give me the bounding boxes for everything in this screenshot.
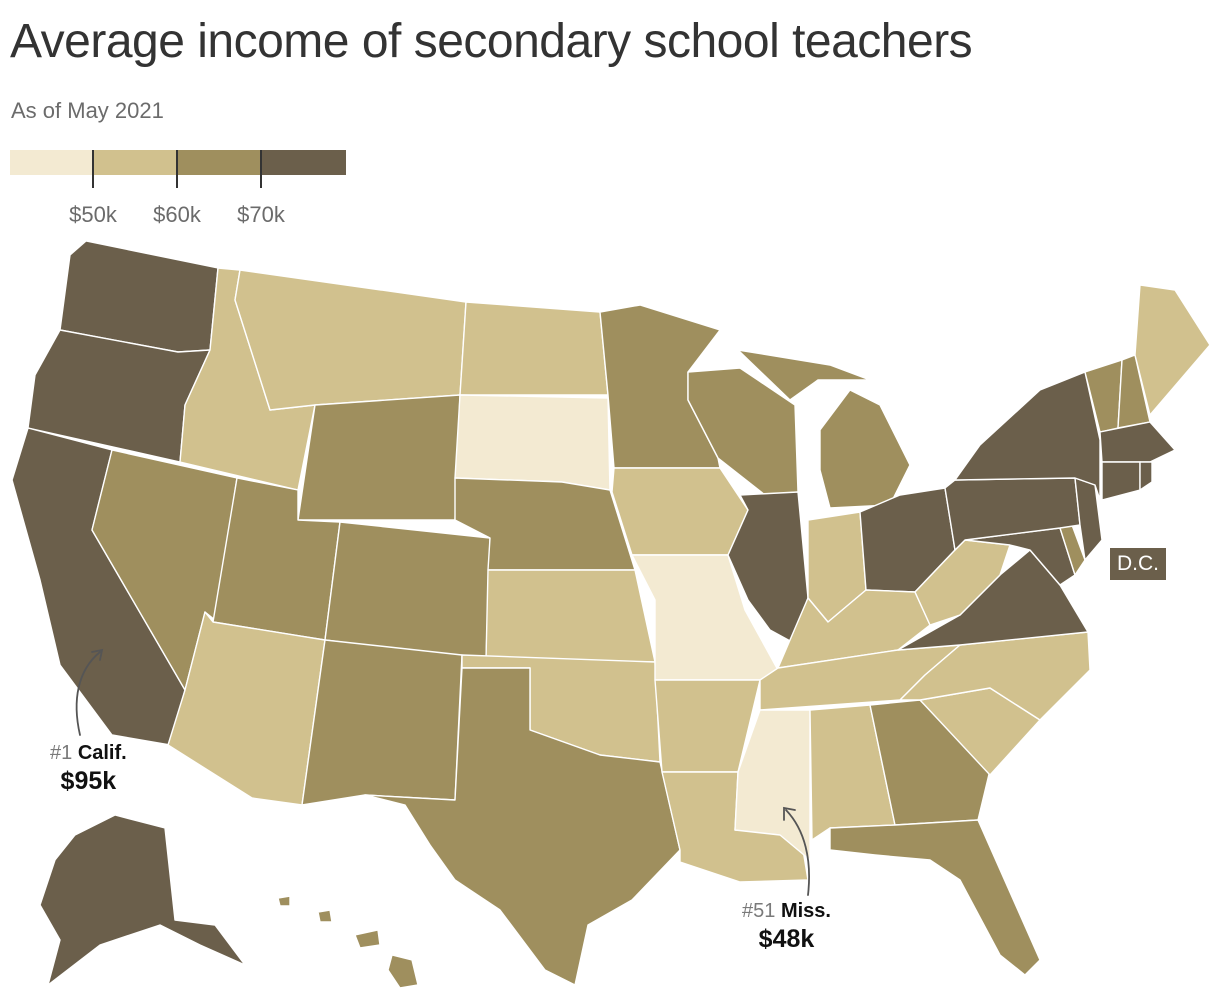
color-legend: $50k $60k $70k — [10, 150, 346, 230]
state-hawaii-big-island[interactable] — [387, 954, 419, 989]
state-alaska[interactable] — [39, 814, 246, 986]
state-texas[interactable] — [364, 667, 681, 986]
calif-arrowhead — [91, 648, 104, 661]
state-new-mexico[interactable] — [301, 639, 463, 806]
legend-tick-2 — [176, 150, 178, 188]
callout-mississippi-value: $48k — [758, 925, 815, 953]
callout-mississippi-name: Miss. — [780, 900, 831, 922]
legend-bin-4 — [262, 150, 346, 175]
state-georgia[interactable] — [869, 699, 991, 826]
legend-tick-label-1: $50k — [69, 202, 117, 227]
state-hawaii-kauai[interactable] — [277, 895, 291, 907]
legend-tick-3 — [260, 150, 262, 188]
calif-arrow-line — [75, 651, 101, 736]
state-hawaii-maui[interactable] — [354, 929, 381, 949]
legend-bin-3 — [178, 150, 262, 175]
callout-california-rank: #1 — [50, 742, 73, 764]
legend-bin-1 — [10, 150, 94, 175]
state-wyoming[interactable] — [297, 394, 461, 521]
callout-mississippi-rank: #51 — [742, 900, 776, 922]
chart-subtitle: As of May 2021 — [11, 98, 164, 123]
miss-arrow-line — [785, 809, 810, 896]
legend-bin-2 — [94, 150, 178, 175]
callout-california-name: Calif. — [77, 742, 127, 764]
callout-california-value: $95k — [60, 767, 117, 795]
dc-label-badge: D.C. — [1110, 548, 1166, 580]
state-maine[interactable] — [1134, 284, 1211, 416]
miss-arrowhead — [783, 806, 796, 821]
state-montana[interactable] — [234, 269, 467, 411]
state-iowa[interactable] — [611, 467, 749, 556]
state-connecticut[interactable] — [1101, 461, 1141, 501]
chart-title: Average income of secondary school teach… — [10, 15, 973, 68]
callout-arrows — [75, 648, 810, 896]
state-north-carolina[interactable] — [899, 631, 1091, 721]
state-michigan[interactable] — [737, 349, 911, 509]
legend-tick-label-2: $60k — [153, 202, 201, 227]
state-massachusetts[interactable] — [1099, 421, 1176, 463]
callout-california: #1 Calif. $95k — [50, 742, 127, 796]
state-hawaii-oahu[interactable] — [317, 909, 333, 923]
legend-tick-1 — [92, 150, 94, 188]
state-rhode-island[interactable] — [1139, 461, 1153, 491]
state-colorado[interactable] — [324, 521, 491, 661]
callout-mississippi: #51 Miss. $48k — [742, 900, 831, 954]
state-kansas[interactable] — [485, 569, 656, 663]
state-north-dakota[interactable] — [459, 301, 609, 396]
state-south-dakota[interactable] — [454, 394, 611, 493]
state-florida[interactable] — [829, 819, 1041, 976]
legend-tick-label-3: $70k — [237, 202, 285, 227]
state-illinois[interactable] — [727, 491, 809, 643]
